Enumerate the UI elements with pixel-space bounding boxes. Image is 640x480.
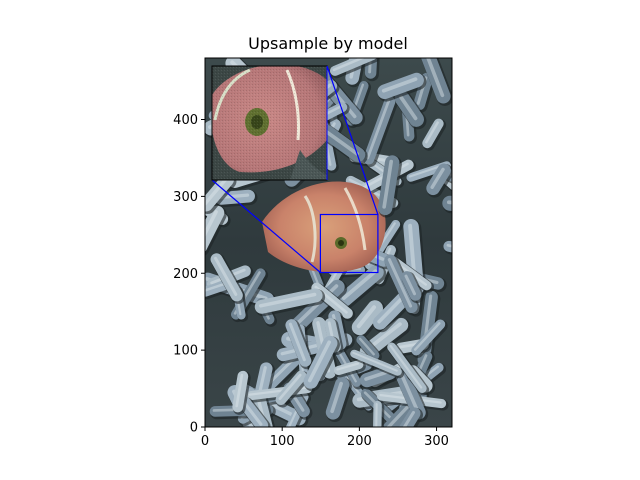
anemone-tentacle <box>337 264 387 309</box>
y-tick-label: 300 <box>173 190 198 205</box>
anemone-tentacle <box>426 163 452 198</box>
inset-zoom <box>211 65 328 181</box>
axes-frame <box>204 57 453 428</box>
anemone-tentacle <box>318 124 368 165</box>
anemone-tentacle <box>443 240 452 255</box>
anemone-tentacle <box>303 335 340 392</box>
anemone-tentacle <box>372 289 415 333</box>
anemone-tentacle <box>351 300 386 338</box>
anemone-tentacle <box>330 58 380 79</box>
x-tick-label: 100 <box>270 434 295 449</box>
connector-line-top <box>326 65 379 215</box>
chart-title: Upsample by model <box>248 34 408 53</box>
anemone-tentacle <box>356 335 382 363</box>
anemone-tentacle <box>398 407 424 427</box>
anemone-tentacle <box>350 349 405 379</box>
anemone-tentacle <box>325 377 352 423</box>
anemone-tentacle <box>275 370 310 408</box>
anemone-tentacle <box>377 72 427 102</box>
anemone-tentacle <box>205 173 237 214</box>
anemone-tentacle <box>411 319 448 358</box>
anemone-tentacle <box>422 118 447 151</box>
anemone-tentacle <box>205 205 227 256</box>
anemone-tentacle <box>333 360 366 378</box>
anemone-tentacle <box>363 96 398 168</box>
anemone-tentacle <box>232 370 251 415</box>
y-tick-label: 0 <box>190 421 198 436</box>
anemone-tentacle <box>401 271 424 304</box>
anemone-tentacle <box>384 254 421 316</box>
anemone-tentacle <box>387 342 430 396</box>
x-tick-label: 0 <box>201 434 209 449</box>
zoom-region-box <box>319 213 379 274</box>
x-tick-label: 300 <box>424 434 449 449</box>
connector-line-bottom <box>211 179 321 273</box>
anemone-tentacle <box>394 90 427 130</box>
anemone-tentacle <box>373 400 385 427</box>
y-tick-label: 400 <box>173 113 198 128</box>
y-tick-label: 200 <box>173 267 198 282</box>
y-axis: 0 100 200 300 400 <box>173 113 205 436</box>
anemone-tentacle <box>205 279 234 300</box>
anemone-tentacle <box>442 195 452 214</box>
anemone-tentacle <box>441 173 452 192</box>
anemone-tentacle <box>377 155 402 218</box>
y-tick-label: 100 <box>173 344 198 359</box>
x-axis: 0 100 200 300 <box>201 427 449 449</box>
anemone-tentacle <box>420 58 452 106</box>
anemone-tentacle <box>359 365 400 390</box>
anemone-tentacle <box>210 253 246 304</box>
x-tick-label: 200 <box>347 434 372 449</box>
anemone-tentacle <box>254 288 326 317</box>
anemone-tentacle <box>238 396 271 427</box>
anemone-tentacle <box>285 319 314 370</box>
anemone-tentacle <box>395 368 429 422</box>
